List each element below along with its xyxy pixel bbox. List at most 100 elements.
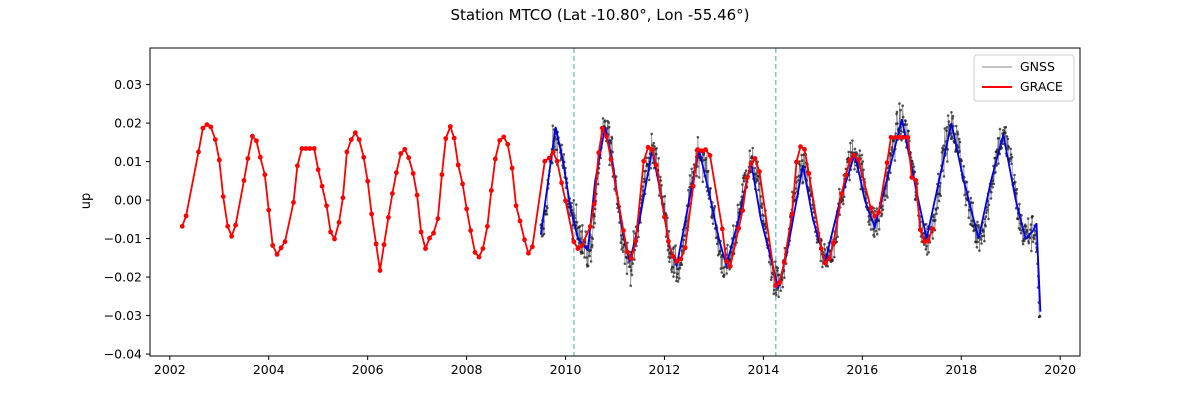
- grace-point: [633, 238, 639, 244]
- grace-point: [851, 152, 857, 158]
- gnss-point: [903, 123, 907, 126]
- gnss-point: [593, 207, 597, 211]
- x-tick-label: 2020: [1044, 362, 1076, 377]
- grace-point: [311, 146, 317, 151]
- grace-point: [625, 249, 630, 255]
- gnss-point: [883, 198, 887, 202]
- gnss-point: [660, 184, 663, 187]
- gnss-point: [774, 293, 778, 297]
- gnss-point: [881, 208, 885, 212]
- gnss-point: [861, 160, 865, 163]
- grace-point: [324, 203, 329, 209]
- gnss-point: [990, 190, 993, 194]
- gnss-point: [585, 256, 588, 259]
- gnss-point: [653, 145, 656, 148]
- gnss-point: [795, 181, 798, 184]
- grace-point: [847, 157, 853, 163]
- gnss-point: [1026, 217, 1030, 220]
- gnss-point: [1015, 192, 1018, 195]
- gnss-point: [682, 238, 686, 242]
- grace-point: [559, 180, 564, 186]
- grace-point: [443, 136, 449, 141]
- grace-point: [522, 237, 527, 243]
- gnss-point: [942, 175, 946, 178]
- grace-point: [921, 239, 927, 245]
- gnss-point: [887, 178, 890, 181]
- grace-point: [596, 150, 602, 156]
- gnss-point: [673, 271, 676, 275]
- grace-point: [480, 246, 486, 252]
- gnss-point: [914, 198, 917, 202]
- grace-point: [757, 169, 762, 175]
- gnss-point: [898, 102, 901, 105]
- gnss-point: [779, 289, 782, 293]
- grace-point: [476, 254, 482, 260]
- gnss-point: [1038, 314, 1042, 318]
- x-tick-label: 2006: [352, 362, 384, 377]
- gnss-point: [590, 246, 594, 249]
- gnss-point: [776, 269, 779, 272]
- gnss-point: [772, 288, 776, 292]
- gnss-point: [947, 120, 951, 123]
- gnss-point: [578, 225, 582, 228]
- series-group: [179, 48, 1042, 356]
- gnss-point: [655, 147, 658, 150]
- grace-point: [328, 229, 333, 235]
- grace-point: [682, 245, 688, 251]
- gnss-point: [631, 262, 634, 266]
- gnss-point: [946, 114, 950, 117]
- gnss-point: [924, 222, 928, 226]
- gnss-point: [973, 228, 976, 232]
- gnss-point: [744, 169, 748, 172]
- grace-point: [839, 191, 844, 196]
- x-tick-label: 2014: [747, 362, 779, 377]
- grace-point: [386, 215, 391, 220]
- gnss-point: [697, 176, 701, 179]
- gnss-point: [1031, 240, 1035, 244]
- gnss-point: [596, 182, 600, 186]
- gnss-point: [555, 137, 558, 141]
- gnss-point: [853, 147, 857, 151]
- grace-point: [822, 260, 828, 266]
- grace-point: [233, 222, 239, 228]
- gnss-point: [967, 190, 970, 194]
- gnss-point: [774, 260, 777, 264]
- gnss-point: [977, 223, 980, 227]
- gnss-point: [607, 121, 611, 124]
- plot-frame: [149, 47, 1081, 357]
- grace-point: [204, 122, 210, 127]
- gnss-point: [856, 153, 859, 156]
- grace-point: [402, 146, 408, 152]
- grace-point: [773, 283, 779, 288]
- gnss-point: [1019, 231, 1023, 235]
- gnss-point: [1029, 223, 1033, 226]
- grace-point: [546, 155, 552, 161]
- y-tick-label: −0.01: [104, 231, 142, 246]
- gnss-point: [1016, 217, 1020, 221]
- gnss-point: [855, 170, 859, 173]
- gnss-point: [586, 264, 590, 268]
- gnss-point: [1023, 239, 1026, 243]
- gnss-point: [741, 190, 745, 193]
- gnss-point: [767, 260, 771, 264]
- gnss-point: [899, 108, 902, 112]
- gnss-point: [924, 248, 928, 251]
- gnss-point: [963, 193, 966, 197]
- gnss-point: [842, 195, 846, 198]
- gnss-point: [759, 195, 763, 198]
- gnss-point: [763, 222, 766, 226]
- gnss-point: [1028, 236, 1032, 240]
- gnss-point: [546, 206, 549, 210]
- gnss-point: [652, 141, 656, 145]
- gnss-point: [821, 265, 824, 269]
- gnss-series-line: [540, 103, 1041, 318]
- gnss-point: [592, 226, 595, 229]
- gnss-point: [581, 224, 584, 227]
- gnss-point: [981, 228, 985, 231]
- grace-point: [591, 201, 597, 207]
- grace-point: [550, 149, 556, 155]
- gnss-point: [621, 246, 625, 249]
- gnss-point: [889, 171, 892, 175]
- grace-point: [377, 268, 383, 273]
- gnss-point: [544, 209, 548, 213]
